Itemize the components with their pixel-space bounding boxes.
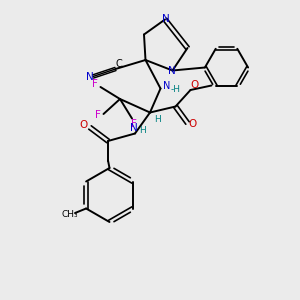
Text: O: O xyxy=(189,119,197,130)
Text: O: O xyxy=(190,80,198,90)
Text: H: H xyxy=(154,116,161,124)
Text: C: C xyxy=(116,59,122,69)
Text: F: F xyxy=(94,110,100,121)
Text: F: F xyxy=(130,119,136,129)
Text: O: O xyxy=(79,119,88,130)
Text: N: N xyxy=(168,65,176,76)
Text: CH₃: CH₃ xyxy=(61,210,78,219)
Text: N: N xyxy=(164,81,171,91)
Text: F: F xyxy=(92,79,98,89)
Text: H: H xyxy=(139,126,146,135)
Text: N: N xyxy=(85,71,93,82)
Text: N: N xyxy=(162,14,170,25)
Text: -H: -H xyxy=(170,85,181,94)
Text: N: N xyxy=(130,123,137,133)
